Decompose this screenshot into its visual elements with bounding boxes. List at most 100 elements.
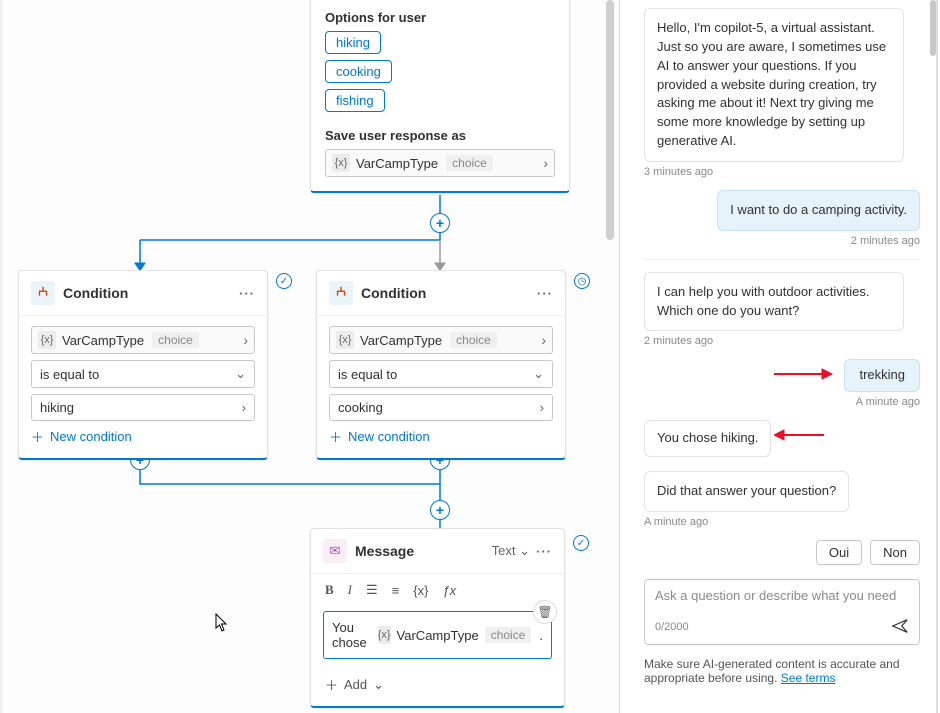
new-condition-label: New condition — [50, 429, 132, 444]
timestamp: 2 minutes ago — [851, 235, 920, 247]
variable-selector[interactable]: {x} VarCampType choice › — [325, 149, 555, 177]
canvas-scrollbar[interactable] — [606, 0, 614, 240]
footer-text: Make sure AI-generated content is accura… — [644, 657, 900, 685]
value-text: hiking — [40, 400, 74, 415]
variable-name: VarCampType — [397, 628, 479, 643]
divider — [644, 259, 920, 260]
save-response-label: Save user response as — [325, 128, 555, 143]
bot-message: You chose hiking. — [644, 420, 771, 457]
condition-value[interactable]: hiking › — [31, 394, 255, 421]
status-ok-icon: ✓ — [276, 273, 292, 289]
plus-icon: ＋ — [31, 427, 44, 446]
new-condition-button[interactable]: ＋ New condition — [31, 427, 255, 446]
variable-type: choice — [450, 332, 497, 348]
message-add-button[interactable]: ＋ Add ⌄ — [311, 669, 564, 706]
new-condition-label: New condition — [348, 429, 430, 444]
message-text-prefix: You chose — [332, 620, 372, 650]
message-content-editor[interactable]: 🗑 You chose {x} VarCampType choice . — [323, 611, 552, 659]
chevron-right-icon: › — [540, 400, 544, 415]
value-text: cooking — [338, 400, 383, 415]
numbered-list-button[interactable]: ≡ — [392, 583, 400, 598]
question-node[interactable]: Options for user hiking cooking fishing … — [310, 0, 570, 193]
variable-type: choice — [485, 627, 532, 643]
variable-name: VarCampType — [360, 333, 442, 348]
condition-variable[interactable]: {x} VarCampType choice › — [31, 326, 255, 354]
options-label: Options for user — [325, 10, 555, 25]
variable-name: VarCampType — [356, 156, 438, 171]
node-more-menu[interactable]: ··· — [536, 544, 552, 559]
message-title: Message — [355, 543, 414, 559]
option-chip[interactable]: hiking — [325, 31, 381, 54]
variable-icon: {x} — [336, 331, 354, 349]
variable-type: choice — [446, 155, 493, 171]
see-terms-link[interactable]: See terms — [781, 671, 836, 685]
suggested-reply-no[interactable]: Non — [870, 540, 920, 565]
status-ok-icon: ✓ — [573, 535, 589, 551]
condition-value[interactable]: cooking › — [329, 394, 553, 421]
timestamp: A minute ago — [856, 396, 920, 408]
add-node-button[interactable]: + — [430, 500, 450, 520]
user-message: trekking — [844, 359, 920, 392]
condition-node-2[interactable]: Condition ··· {x} VarCampType choice › i… — [316, 270, 566, 460]
chevron-down-icon: ⌄ — [373, 677, 384, 693]
variable-icon: {x} — [38, 331, 56, 349]
left-edge — [0, 0, 4, 713]
message-icon: ✉ — [323, 539, 347, 563]
formula-button[interactable]: ƒx — [442, 583, 456, 598]
timestamp: A minute ago — [644, 516, 708, 528]
variable-name: VarCampType — [62, 333, 144, 348]
condition-variable[interactable]: {x} VarCampType choice › — [329, 326, 553, 354]
operator-text: is equal to — [338, 367, 397, 382]
status-pending-icon: ◷ — [574, 273, 590, 289]
new-condition-button[interactable]: ＋ New condition — [329, 427, 553, 446]
chevron-right-icon: › — [242, 400, 246, 415]
add-label: Add — [344, 677, 367, 692]
timestamp: 3 minutes ago — [644, 166, 713, 178]
condition-operator[interactable]: is equal to ⌄ — [329, 360, 553, 388]
add-node-button[interactable]: + — [430, 213, 450, 233]
test-chat-panel: Hello, I'm copilot-5, a virtual assistan… — [636, 0, 936, 713]
chevron-right-icon: › — [543, 155, 548, 171]
node-more-menu[interactable]: ··· — [537, 286, 553, 301]
chat-footer: Make sure AI-generated content is accura… — [644, 657, 920, 685]
chat-input[interactable]: Ask a question or describe what you need — [655, 588, 909, 603]
annotation-arrow — [774, 367, 834, 384]
condition-title: Condition — [361, 285, 426, 301]
italic-button[interactable]: I — [348, 582, 352, 598]
condition-title: Condition — [63, 285, 128, 301]
message-toolbar: B I ☰ ≡ {x} ƒx — [311, 574, 564, 607]
bold-button[interactable]: B — [325, 582, 334, 598]
bullet-list-button[interactable]: ☰ — [366, 582, 378, 598]
send-button[interactable] — [891, 617, 909, 638]
condition-icon — [329, 281, 353, 305]
option-chip[interactable]: fishing — [325, 89, 385, 112]
chat-input-container: Ask a question or describe what you need… — [644, 579, 920, 645]
panel-divider[interactable] — [619, 0, 620, 713]
delete-content-button[interactable]: 🗑 — [533, 600, 557, 624]
condition-node-1[interactable]: Condition ··· {x} VarCampType choice › i… — [18, 270, 268, 460]
authoring-canvas[interactable]: + + + + Options for user hiking cooking … — [0, 0, 620, 713]
suggested-reply-yes[interactable]: Oui — [816, 540, 862, 565]
variable-insert-button[interactable]: {x} — [413, 583, 428, 598]
message-node[interactable]: ✉ Message Text ⌄ ··· B I ☰ ≡ {x} ƒx 🗑 Yo… — [310, 528, 565, 708]
operator-text: is equal to — [40, 367, 99, 382]
variable-icon: {x} — [378, 626, 391, 644]
message-mode[interactable]: Text ⌄ — [492, 543, 530, 559]
annotation-arrow — [774, 428, 824, 445]
cursor-icon — [214, 613, 230, 638]
option-chip[interactable]: cooking — [325, 60, 392, 83]
variable-icon: {x} — [332, 154, 350, 172]
timestamp: 2 minutes ago — [644, 335, 713, 347]
bot-message: I can help you with outdoor activities. … — [644, 272, 904, 332]
chevron-right-icon: › — [243, 332, 248, 348]
plus-icon: ＋ — [329, 427, 342, 446]
char-count: 0/2000 — [655, 621, 689, 633]
condition-operator[interactable]: is equal to ⌄ — [31, 360, 255, 388]
node-more-menu[interactable]: ··· — [239, 286, 255, 301]
chevron-down-icon: ⌄ — [235, 366, 246, 382]
variable-type: choice — [152, 332, 199, 348]
right-edge — [936, 0, 938, 713]
plus-icon: ＋ — [325, 675, 338, 694]
options-container: hiking cooking fishing — [325, 31, 555, 118]
condition-icon — [31, 281, 55, 305]
